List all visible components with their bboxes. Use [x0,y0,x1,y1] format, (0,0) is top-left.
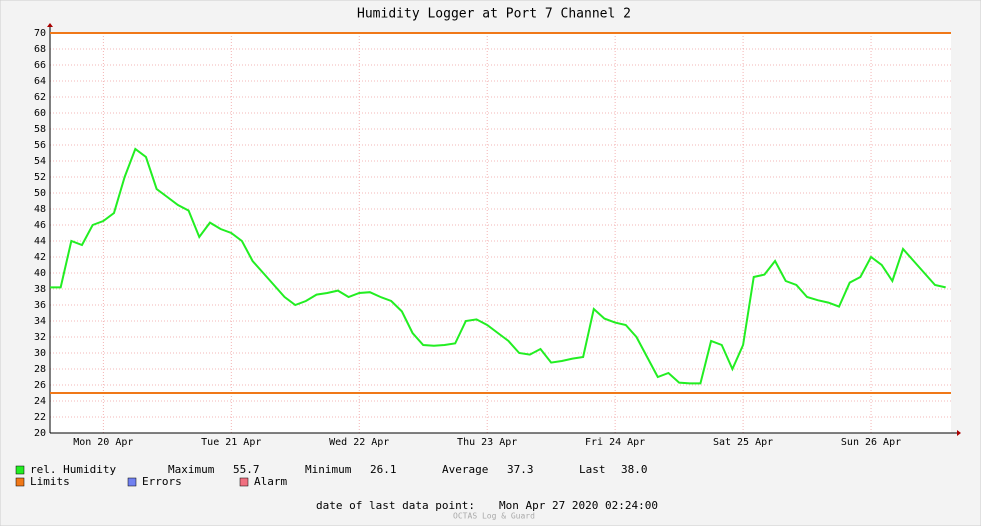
legend-swatch [15,477,25,487]
footer-value: Mon Apr 27 2020 02:24:00 [499,499,658,512]
footer-label: date of last data point: [316,499,475,512]
y-tick-label: 68 [34,44,46,55]
y-tick-label: 64 [34,76,46,87]
y-tick-label: 36 [34,300,46,311]
legend-label: rel. Humidity [30,463,116,476]
y-tick-label: 32 [34,332,46,343]
y-tick-label: 30 [34,348,46,359]
arrow [957,430,961,436]
x-tick-label: Mon 20 Apr [73,437,133,448]
y-tick-label: 66 [34,60,46,71]
stat-label: Minimum [305,463,352,476]
y-tick-label: 24 [34,396,46,407]
y-tick-label: 20 [34,428,46,439]
stat-label: Last [579,463,606,476]
y-tick-label: 70 [34,28,46,39]
y-tick-label: 42 [34,252,46,263]
plot-area [50,33,951,433]
y-tick-label: 28 [34,364,46,375]
x-tick-label: Fri 24 Apr [585,437,645,448]
x-tick-label: Sun 26 Apr [841,437,901,448]
y-tick-label: 50 [34,188,46,199]
stat-value: 26.1 [370,463,397,476]
legend-label: Alarm [254,475,287,488]
legend-swatch [127,477,137,487]
legend-swatch [15,465,25,475]
legend-label: Errors [142,475,182,488]
y-tick-label: 38 [34,284,46,295]
y-tick-label: 46 [34,220,46,231]
stat-label: Average [442,463,488,476]
stat-value: 38.0 [621,463,648,476]
y-tick-label: 54 [34,156,46,167]
stat-value: 55.7 [233,463,260,476]
x-tick-label: Wed 22 Apr [329,437,389,448]
stat-label: Maximum [168,463,215,476]
data-line [50,147,946,385]
y-tick-label: 56 [34,140,46,151]
stat-value: 37.3 [507,463,534,476]
y-tick-label: 44 [34,236,46,247]
watermark: OCTAS Log & Guard [453,512,535,521]
y-tick-label: 26 [34,380,46,391]
y-tick-label: 22 [34,412,46,423]
y-tick-label: 48 [34,204,46,215]
legend-swatch [239,477,249,487]
x-tick-label: Tue 21 Apr [201,437,261,448]
y-tick-label: 62 [34,92,46,103]
y-tick-label: 58 [34,124,46,135]
y-tick-label: 52 [34,172,46,183]
x-tick-label: Thu 23 Apr [457,437,517,448]
y-tick-label: 40 [34,268,46,279]
legend-label: Limits [30,475,70,488]
chart-title: Humidity Logger at Port 7 Channel 2 [357,7,631,22]
y-tick-label: 34 [34,316,46,327]
arrow [47,23,53,27]
x-tick-label: Sat 25 Apr [713,437,773,448]
y-tick-label: 60 [34,108,46,119]
